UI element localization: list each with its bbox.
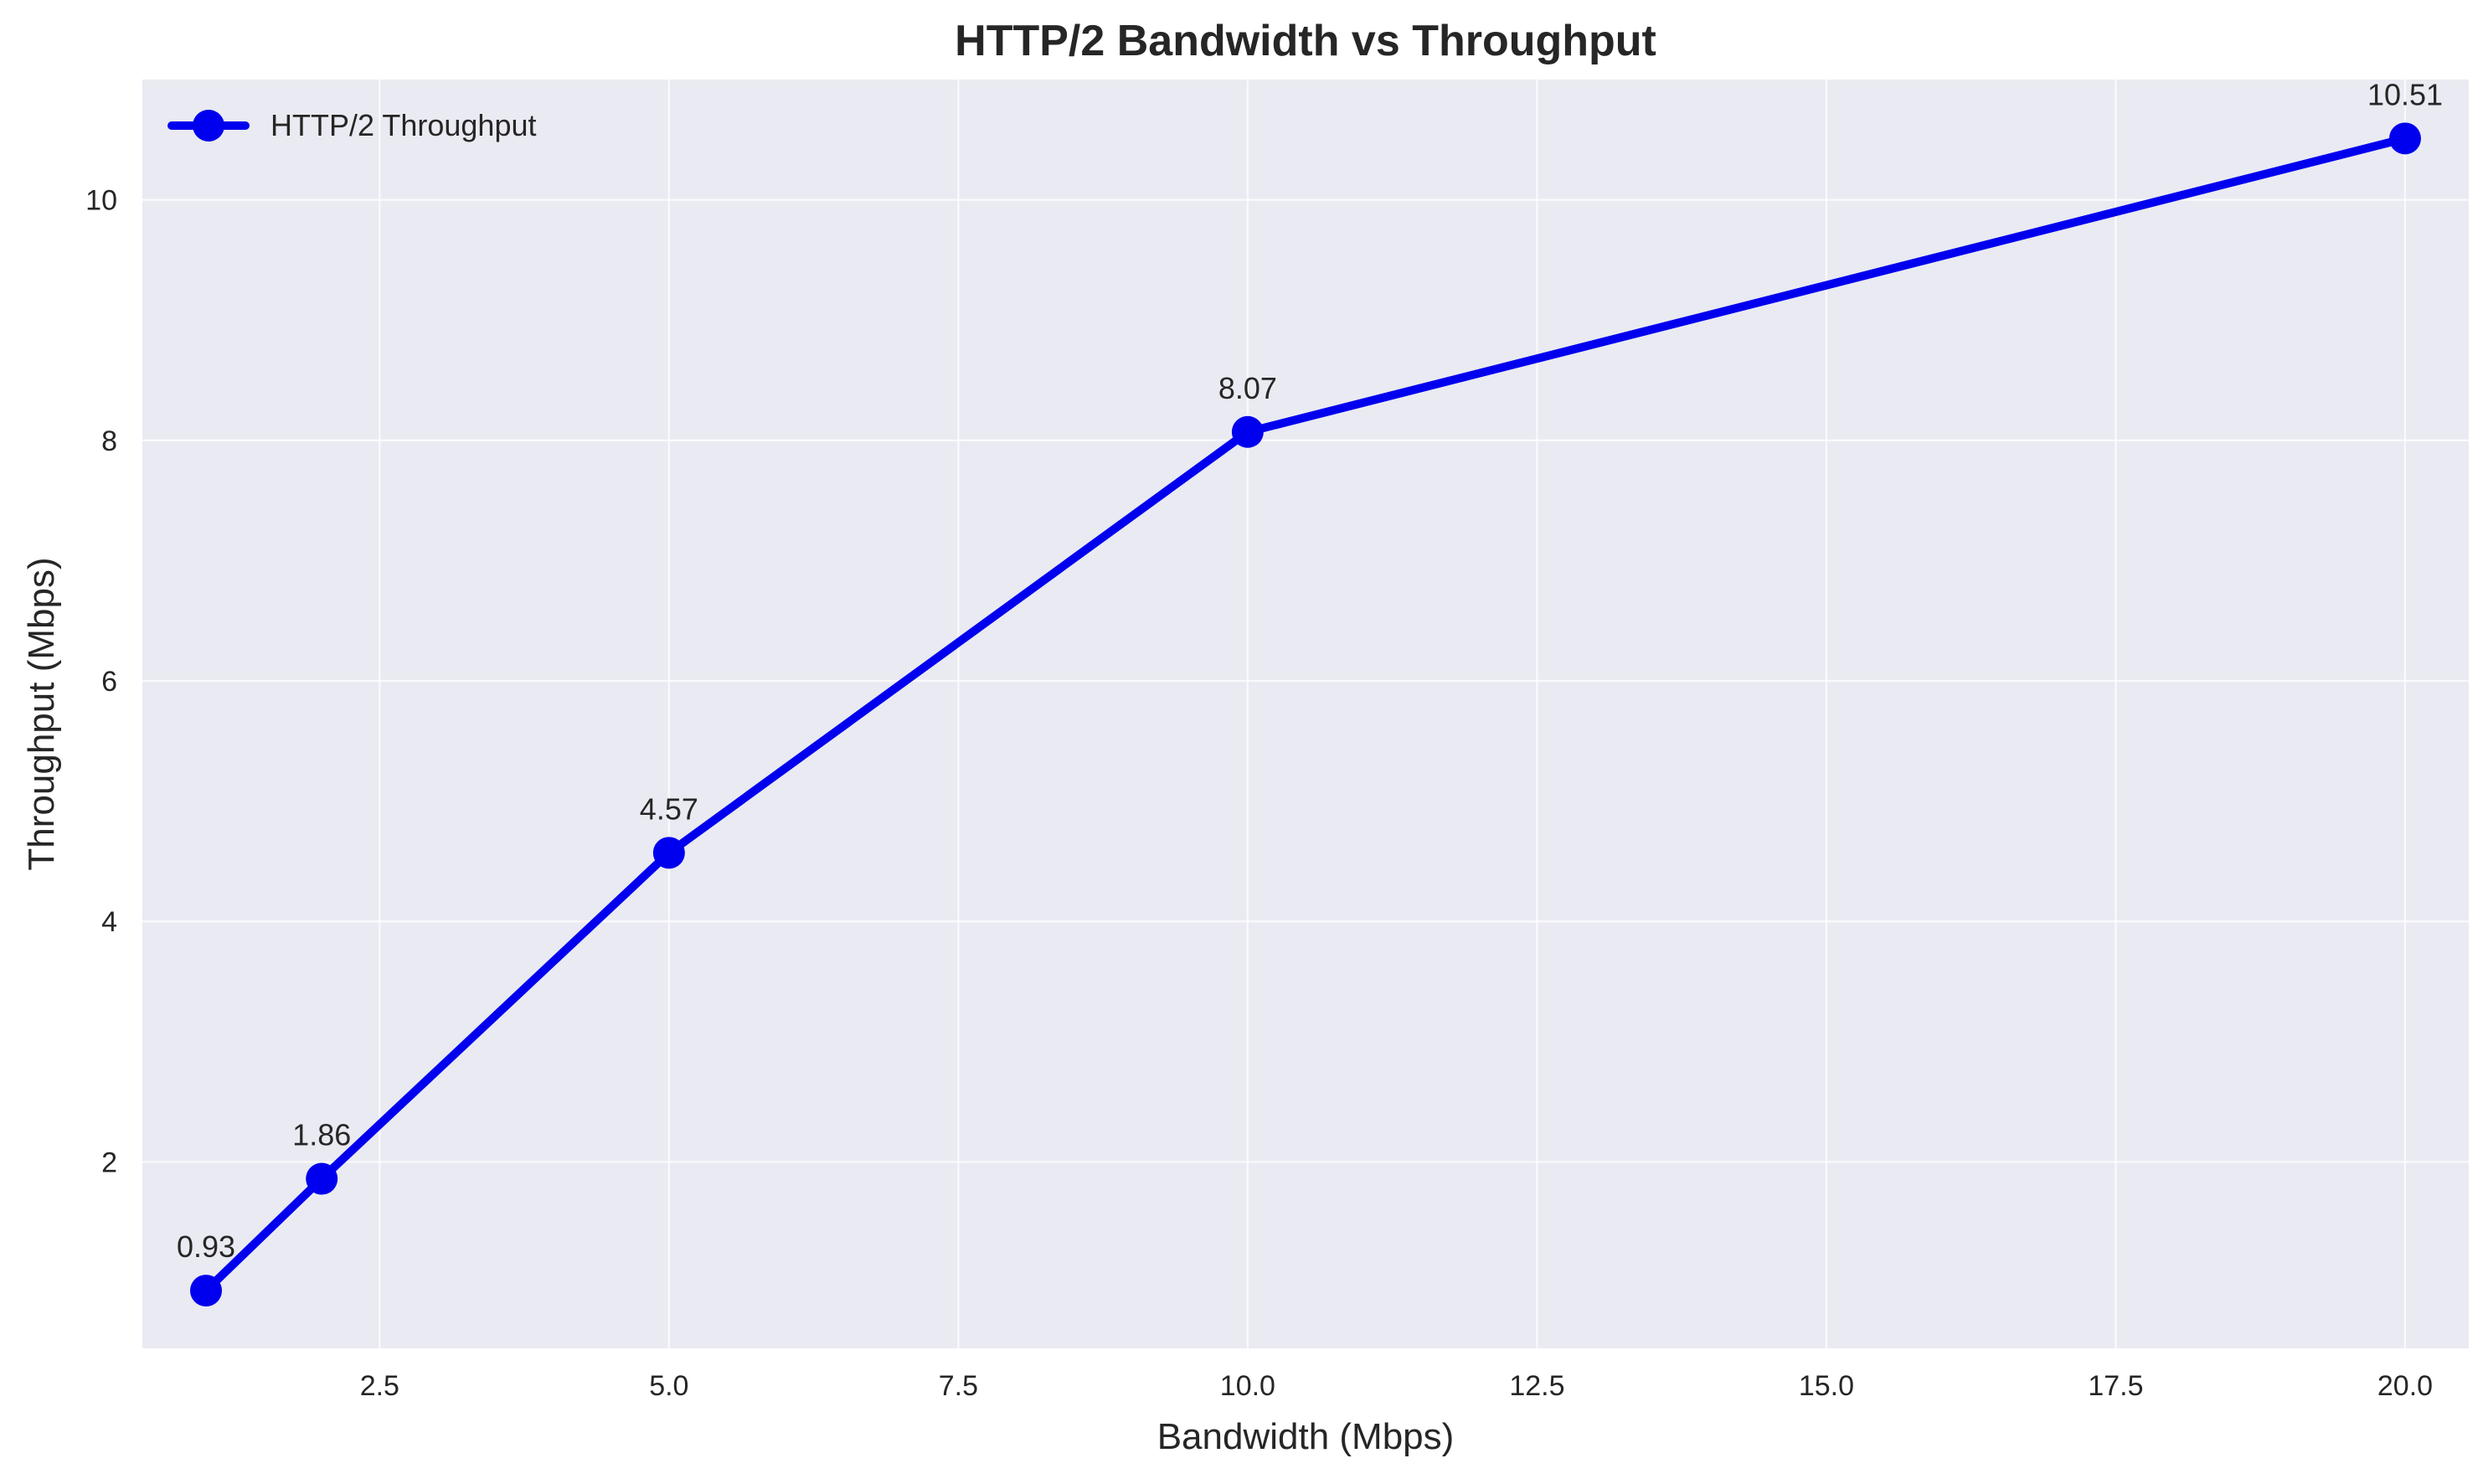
x-tick-label: 20.0 [2377, 1370, 2433, 1402]
legend: HTTP/2 Throughput [167, 108, 537, 142]
plot-area [142, 80, 2469, 1348]
data-label: 10.51 [2367, 77, 2443, 111]
data-label: 8.07 [1218, 371, 1277, 405]
data-point [652, 837, 685, 869]
chart-title: HTTP/2 Bandwidth vs Throughput [955, 17, 1656, 65]
x-tick-label: 7.5 [939, 1370, 978, 1402]
legend-label: HTTP/2 Throughput [270, 108, 537, 142]
data-point [190, 1275, 223, 1307]
y-tick-label: 10 [85, 185, 117, 217]
y-tick-label: 2 [101, 1146, 117, 1178]
legend-marker-swatch [193, 110, 224, 142]
x-tick-label: 10.0 [1220, 1370, 1275, 1402]
grid-lines [142, 80, 2469, 1348]
y-tick-label: 4 [101, 906, 117, 938]
x-tick-label: 15.0 [1799, 1370, 1854, 1402]
data-label: 4.57 [640, 791, 698, 826]
y-axis-label: Throughput (Mbps) [21, 557, 62, 870]
series-layer: 0.93 1.86 4.57 8.07 10.51 [177, 77, 2443, 1307]
data-label: 0.93 [177, 1229, 235, 1264]
data-point [2388, 122, 2421, 155]
x-tick-label: 2.5 [360, 1370, 399, 1402]
x-axis-ticks: 2.5 5.0 7.5 10.0 12.5 15.0 17.5 20.0 [360, 1370, 2433, 1402]
x-tick-label: 17.5 [2088, 1370, 2143, 1402]
x-tick-label: 12.5 [1509, 1370, 1564, 1402]
y-tick-label: 8 [101, 425, 117, 457]
data-point [1231, 415, 1264, 448]
x-tick-label: 5.0 [649, 1370, 688, 1402]
y-tick-label: 6 [101, 666, 117, 698]
data-point [306, 1162, 338, 1195]
data-label: 1.86 [292, 1118, 351, 1152]
y-axis-ticks: 2 4 6 8 10 [85, 185, 117, 1179]
x-axis-label: Bandwidth (Mbps) [1157, 1416, 1455, 1457]
